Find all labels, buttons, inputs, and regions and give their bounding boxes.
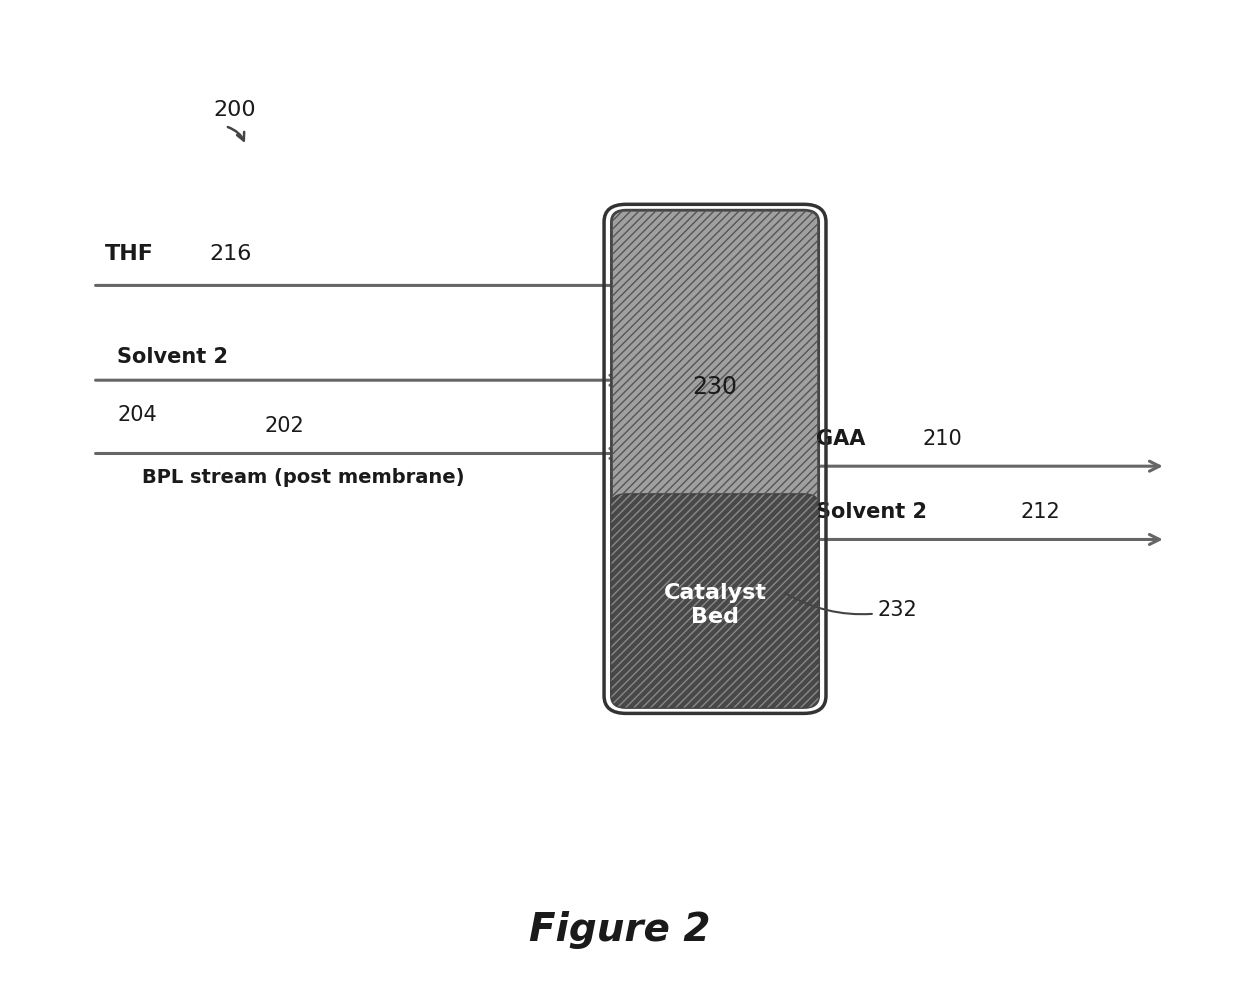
- Text: 212: 212: [1021, 501, 1060, 522]
- Text: Catalyst
Bed: Catalyst Bed: [663, 583, 766, 627]
- Text: 232: 232: [785, 593, 918, 620]
- Text: 204: 204: [118, 405, 157, 425]
- Text: Figure 2: Figure 2: [529, 912, 711, 949]
- Text: 210: 210: [923, 428, 962, 449]
- Text: 230: 230: [692, 375, 738, 398]
- FancyBboxPatch shape: [611, 210, 818, 518]
- Text: THF: THF: [105, 244, 154, 264]
- Text: 200: 200: [213, 99, 255, 120]
- Text: Solvent 2: Solvent 2: [118, 347, 228, 367]
- Text: GAA: GAA: [816, 428, 866, 449]
- FancyBboxPatch shape: [611, 495, 818, 708]
- Text: BPL stream (post membrane): BPL stream (post membrane): [141, 468, 464, 488]
- Text: Solvent 2: Solvent 2: [816, 501, 928, 522]
- Text: 216: 216: [210, 244, 252, 264]
- Text: 202: 202: [264, 416, 304, 436]
